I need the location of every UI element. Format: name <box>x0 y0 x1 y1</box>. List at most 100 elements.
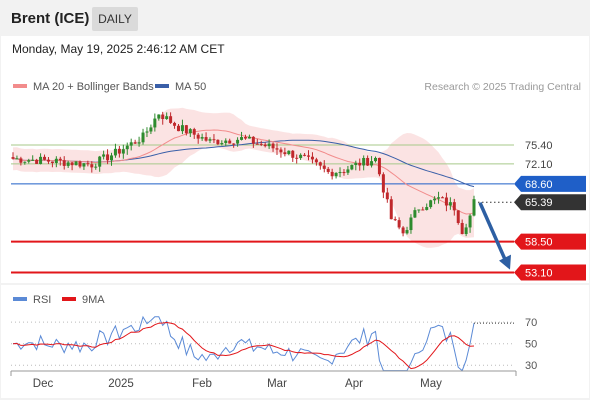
candle-body <box>303 154 307 156</box>
rsi-tick-70: 70 <box>525 317 537 329</box>
moving-averages <box>12 129 475 215</box>
candle-body <box>184 125 188 134</box>
candle <box>78 160 82 169</box>
candle-body <box>291 150 295 158</box>
candle-body <box>342 172 346 174</box>
candle-body <box>62 160 66 166</box>
candle <box>15 155 19 160</box>
candle <box>58 156 62 166</box>
candle <box>110 152 114 166</box>
candle <box>338 167 342 178</box>
candle <box>350 164 354 171</box>
candle-body <box>102 154 106 157</box>
x-tick-label: 2025 <box>108 378 134 390</box>
candle <box>318 161 322 170</box>
candle-body <box>421 209 425 211</box>
candle <box>176 123 180 132</box>
candle-body <box>440 197 444 199</box>
candle <box>417 209 421 213</box>
candle-body <box>66 162 70 166</box>
candle-body <box>19 158 23 163</box>
candle <box>247 134 251 139</box>
candle <box>196 132 200 144</box>
candle-body <box>27 160 31 162</box>
candle <box>46 157 50 164</box>
candle <box>287 150 291 156</box>
candle <box>169 112 173 124</box>
candle-body <box>232 143 236 145</box>
candle-body <box>275 148 279 150</box>
level-label: 58.50 <box>525 237 553 249</box>
rsi-ma-swatch <box>62 297 76 301</box>
level-tag-65-39: 65.39 <box>514 194 586 211</box>
candle <box>149 124 153 135</box>
candle <box>259 140 263 147</box>
candle-body <box>39 156 43 164</box>
candle-body <box>425 207 429 210</box>
candle-body <box>452 202 456 211</box>
timeframe-button[interactable]: DAILY <box>92 7 138 31</box>
candle <box>94 163 98 170</box>
candle-body <box>113 148 117 156</box>
candle <box>389 196 393 220</box>
level-label: 75.40 <box>525 140 553 152</box>
rsi-tick-30: 30 <box>525 360 537 372</box>
level-tag-shape <box>514 175 586 192</box>
candle-body <box>263 144 267 147</box>
level-tag-53-10: 53.10 <box>514 264 586 281</box>
candle-body <box>145 131 149 133</box>
candle-body <box>401 227 405 234</box>
candle-body <box>393 219 397 221</box>
candle-body <box>326 168 330 172</box>
header-bar: Brent (ICE) DAILY <box>0 0 590 36</box>
candle <box>263 142 267 148</box>
candle <box>50 161 54 168</box>
candle-body <box>385 192 389 200</box>
rsi-ma-line <box>12 321 475 370</box>
symbol-title: Brent (ICE) <box>11 10 90 27</box>
candle-body <box>15 158 19 160</box>
candle-body <box>74 161 78 166</box>
candle <box>295 154 299 164</box>
candle <box>472 195 476 217</box>
candle <box>82 163 86 170</box>
candle-body <box>236 139 240 144</box>
candle-body <box>366 157 370 166</box>
candle <box>243 134 247 140</box>
x-tick-label: May <box>420 378 442 390</box>
candle-body <box>98 156 102 167</box>
candle <box>440 196 444 199</box>
candle <box>180 119 184 135</box>
candle-body <box>413 210 417 218</box>
candle-body <box>117 148 121 154</box>
candle-body <box>358 162 362 166</box>
candle-body <box>161 114 165 120</box>
candle-body <box>11 157 15 159</box>
candle-body <box>444 197 448 206</box>
candle <box>425 203 429 211</box>
candle <box>27 158 31 164</box>
candle-body <box>212 139 216 141</box>
candle <box>200 133 204 141</box>
candle-body <box>58 158 62 161</box>
candle <box>216 139 220 146</box>
candle-body <box>50 161 54 163</box>
candle <box>39 153 43 165</box>
candle <box>208 137 212 144</box>
candle-body <box>141 132 145 143</box>
candle <box>240 131 244 141</box>
candle <box>421 206 425 211</box>
candle-body <box>169 116 173 123</box>
candle <box>129 138 133 151</box>
candle-body <box>251 136 255 144</box>
candle <box>106 149 110 165</box>
candle <box>251 136 255 148</box>
level-label: 68.60 <box>525 179 553 191</box>
candle-body <box>54 158 58 163</box>
candle-body <box>46 159 50 162</box>
candle <box>11 152 15 160</box>
candle-body <box>247 136 251 139</box>
candle-body <box>409 217 413 231</box>
x-tick-label: Apr <box>345 378 363 390</box>
